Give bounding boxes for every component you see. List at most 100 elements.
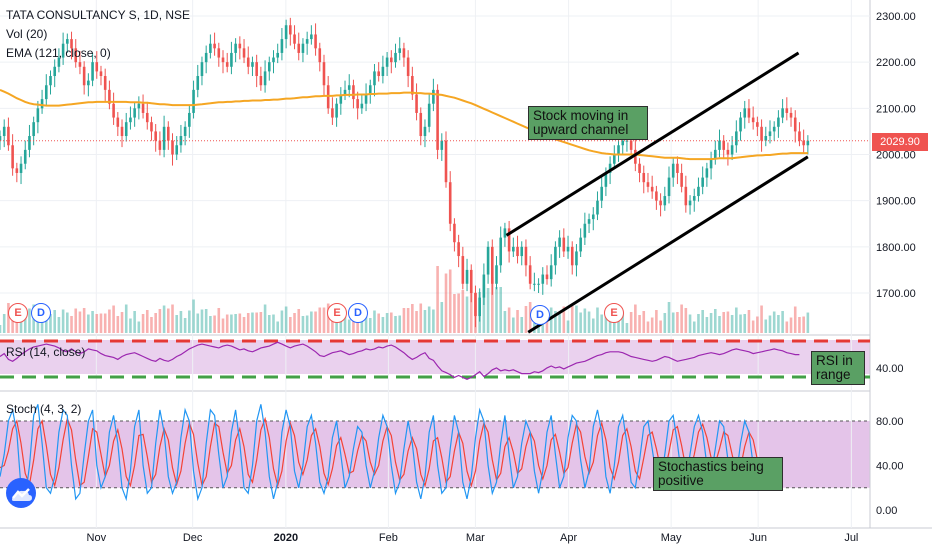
- earnings-badge[interactable]: E: [327, 303, 347, 323]
- candle-body: [490, 246, 494, 284]
- candle-body: [78, 62, 82, 67]
- rsi-annotation: RSI in range: [811, 351, 865, 385]
- candle-body: [528, 265, 532, 284]
- candle-body: [743, 108, 747, 118]
- candle-body: [545, 274, 549, 280]
- candle-body: [335, 103, 338, 118]
- volume-bar: [61, 309, 65, 333]
- candle-body: [390, 57, 393, 63]
- volume-bar: [465, 296, 469, 333]
- candle-body: [103, 76, 107, 90]
- price-tick-label: 1700.00: [876, 288, 916, 300]
- time-tick-label: Apr: [560, 532, 577, 544]
- candle-body: [40, 99, 44, 109]
- volume-bar: [570, 306, 574, 333]
- candle-body: [558, 237, 561, 247]
- candle-body: [533, 283, 536, 285]
- candle-body: [798, 131, 801, 141]
- volume-bar: [739, 314, 742, 333]
- candle-body: [238, 43, 242, 49]
- candle-body: [305, 39, 309, 44]
- candle-body: [221, 57, 225, 63]
- volume-bar: [524, 306, 528, 333]
- volume-bar: [129, 318, 132, 333]
- candle-body: [781, 108, 784, 118]
- candle-body: [158, 140, 162, 150]
- candle-body: [394, 52, 397, 63]
- candle-body: [663, 196, 667, 206]
- candle-body: [217, 48, 221, 58]
- tradingview-cloud-icon[interactable]: [6, 478, 36, 508]
- candle-body: [133, 108, 136, 118]
- volume-bar: [419, 303, 423, 333]
- volume-bar: [217, 308, 221, 333]
- time-tick-label: Dec: [183, 532, 203, 544]
- volume-bar: [469, 285, 473, 333]
- volume-bar: [390, 312, 393, 333]
- candle-body: [705, 168, 709, 178]
- candle-body: [213, 43, 216, 49]
- candle-body: [108, 89, 111, 104]
- volume-bar: [646, 321, 650, 333]
- dividend-badge[interactable]: D: [348, 303, 368, 323]
- candle-body: [347, 85, 351, 90]
- candle-body: [423, 126, 427, 137]
- volume-bar: [347, 319, 351, 333]
- dividend-badge[interactable]: D: [31, 303, 51, 323]
- volume-bar: [676, 312, 679, 333]
- candle-body: [297, 43, 301, 53]
- time-tick-label: Mar: [466, 532, 485, 544]
- rsi-legend: RSI (14, close): [6, 345, 86, 359]
- volume-bar: [204, 309, 208, 333]
- dividend-badge[interactable]: D: [530, 305, 550, 325]
- candle-body: [453, 223, 456, 243]
- stoch-tick-label: 40.00: [876, 461, 904, 473]
- candle-body: [70, 39, 73, 49]
- volume-bar: [49, 314, 52, 333]
- volume-bar: [0, 325, 2, 333]
- earnings-badge[interactable]: E: [8, 303, 28, 323]
- candle-body: [474, 293, 477, 317]
- candle-body: [192, 89, 195, 113]
- earnings-badge[interactable]: E: [604, 303, 624, 323]
- volume-bar: [99, 313, 103, 333]
- volume-bar: [482, 284, 486, 333]
- volume-bar: [87, 314, 90, 333]
- time-tick-label: May: [661, 532, 682, 544]
- volume-bar: [150, 317, 153, 333]
- volume-bar: [251, 312, 254, 333]
- candle-body: [785, 108, 789, 113]
- volume-bar: [192, 299, 195, 333]
- candle-body: [427, 103, 431, 127]
- candle-body: [318, 48, 322, 63]
- volume-bar: [566, 320, 570, 333]
- volume-bar: [272, 314, 275, 333]
- volume-bar: [53, 310, 56, 333]
- volume-bar: [280, 310, 284, 333]
- candle-body: [116, 117, 120, 127]
- candle-body: [137, 103, 141, 109]
- volume-bar: [655, 310, 658, 333]
- candle-body: [411, 76, 414, 95]
- candle-body: [659, 200, 662, 206]
- candle-body: [739, 117, 742, 132]
- volume-bar: [798, 317, 801, 333]
- volume-bar: [760, 305, 763, 333]
- candle-body: [66, 39, 69, 44]
- volume-bar: [625, 323, 629, 333]
- volume-bar: [310, 311, 313, 333]
- price-tick-label: 2100.00: [876, 103, 916, 115]
- volume-bar: [238, 313, 242, 333]
- volume-bar: [579, 312, 582, 333]
- candle-body: [267, 62, 271, 72]
- candle-body: [339, 94, 343, 104]
- candle-body: [99, 71, 103, 77]
- candle-body: [676, 163, 679, 173]
- volume-bar: [179, 311, 183, 333]
- price-tick-label: 2000.00: [876, 150, 916, 162]
- candle-body: [154, 131, 157, 141]
- ema-line: [0, 88, 808, 161]
- candle-body: [726, 149, 730, 155]
- volume-bar: [642, 311, 646, 333]
- volume-bar: [697, 314, 700, 333]
